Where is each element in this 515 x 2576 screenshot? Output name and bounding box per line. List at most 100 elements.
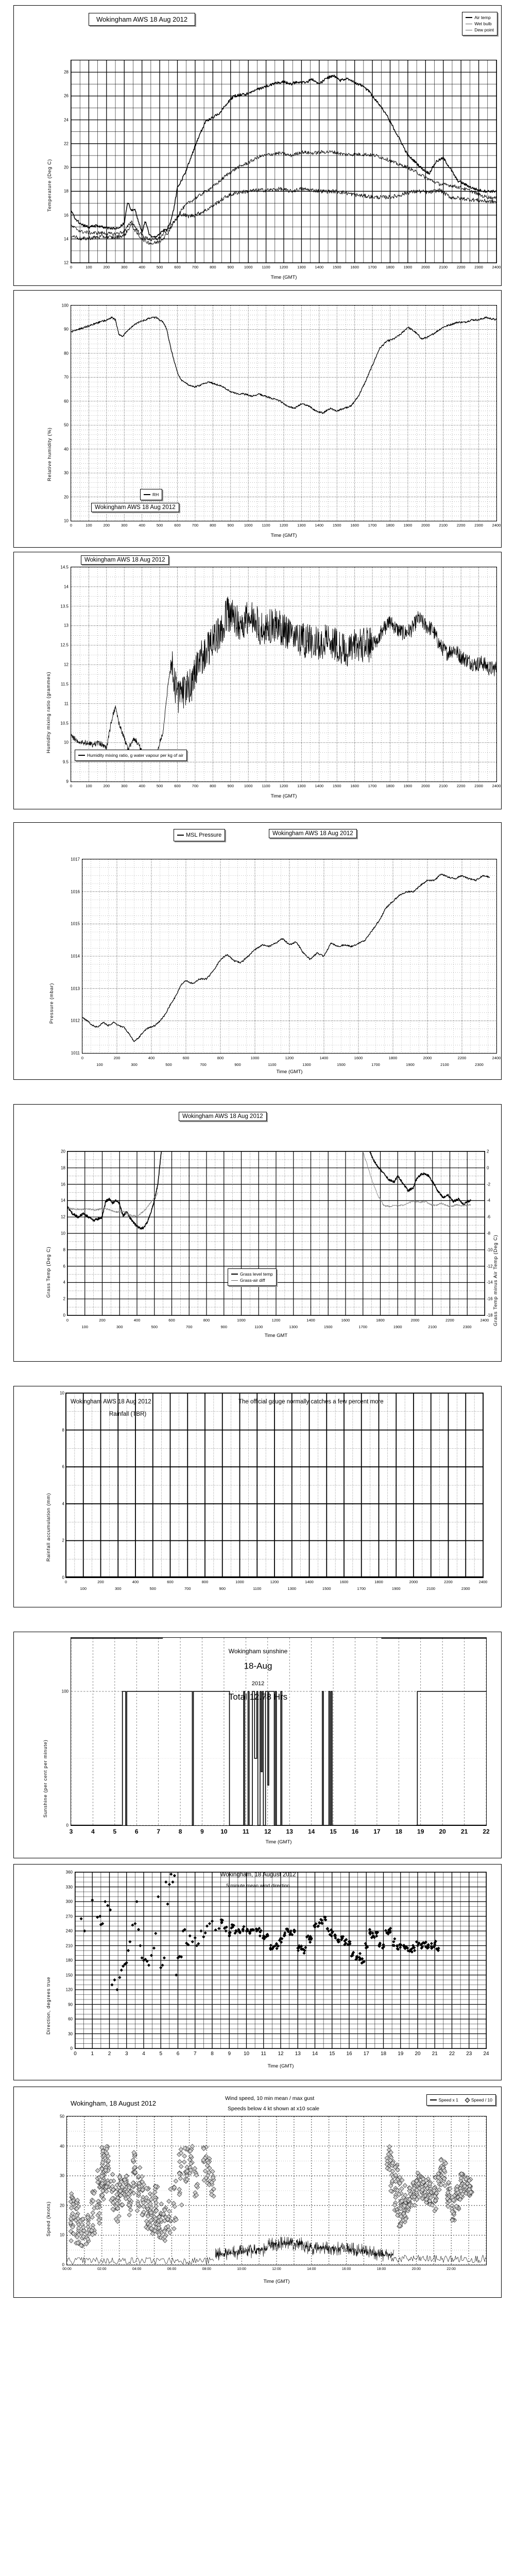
x-tick-label: 2400	[478, 1580, 488, 1584]
x-tick-label: 17	[373, 1828, 381, 1835]
x-tick-label: 0	[70, 523, 73, 528]
panel-sunshine-xlabel: Time (GMT)	[265, 1839, 292, 1845]
panel-wind-speed-legend: Speed x 1 Speed / 10	[426, 2094, 496, 2106]
x-tick-label: 200	[103, 523, 110, 528]
panel-pressure-plot	[82, 859, 497, 1054]
x-tick-label: 04:00	[132, 2267, 142, 2271]
x-tick-label: 2200	[444, 1580, 453, 1584]
x-tick-label: 1800	[386, 265, 394, 269]
panel-sunshine-ylabel: Sunshine (per cent per minute)	[43, 1739, 48, 1818]
x-tick-label: 1500	[322, 1586, 331, 1591]
panel-rh-xlabel: Time (GMT)	[270, 533, 297, 538]
y-tick-label: 12	[61, 1214, 65, 1219]
panel-humidity-mixing-ratio: Wokingham AWS 18 Aug 2012 Humidity mixin…	[13, 552, 502, 809]
x-tick-label: 1400	[315, 265, 324, 269]
panel-temperature-legend: Air temp Wet bulb Dew point	[462, 12, 497, 36]
x-tick-label: 400	[133, 1318, 141, 1323]
x-tick-label: 1900	[406, 1062, 415, 1067]
x-tick-label: 300	[131, 1062, 138, 1067]
diamond-swatch-icon	[465, 2097, 470, 2103]
panel-temperature-yaxis: 12 14 16 18 20 22 24 26 28	[55, 60, 68, 265]
x-tick-label: 900	[227, 784, 234, 788]
panel-wind-dir-xaxis: 0 1 2 3 4 5 6 7 8 9 10 11 12 13 14 15 16 17 18 19 20 21 22 23 24	[74, 2051, 489, 2061]
panel-temperature-plot	[71, 60, 497, 263]
x-tick-label: 2000	[410, 1318, 420, 1323]
x-tick-label: 200	[103, 784, 110, 788]
y-tick-label: 2	[63, 1296, 65, 1301]
panel-wind-speed-subtitle: Wind speed, 10 min mean / max gust	[225, 2095, 315, 2102]
x-tick-label: 500	[156, 523, 163, 528]
y-tick-label: 10	[60, 2232, 64, 2238]
panel-wind-speed-subtitle2: Speeds below 4 kt shown at x10 scale	[228, 2106, 320, 2112]
x-tick-label: 1900	[403, 265, 413, 269]
panel-wind-dir-subtitle: 5 minute mean wind direction	[226, 1883, 290, 1889]
panel-wind-speed-plot	[66, 2116, 487, 2265]
y-tick-label: 10	[64, 740, 68, 745]
legend-label: Wet bulb	[474, 21, 492, 26]
panel-rainfall-plot	[65, 1393, 484, 1578]
panel-rainfall: Wokingham AWS 18 Aug 2012 Rainfall (TBR)…	[13, 1386, 502, 1607]
y-tick-label: 9.5	[62, 759, 68, 765]
x-tick-label: 2300	[461, 1586, 470, 1591]
y-tick-label: 0	[62, 1575, 64, 1580]
x-tick-label: 1400	[315, 523, 324, 528]
x-tick-label: 700	[192, 784, 199, 788]
panel-sunshine-plot	[71, 1637, 487, 1826]
x-tick-label: 3	[125, 2051, 128, 2057]
panel-grass-xaxis: 0 200 400 600 800 1000 1200 1400 1600 1800 2000 220…	[66, 1318, 489, 1332]
x-tick-label: 300	[114, 1586, 122, 1591]
y-tick-label: 14.5	[60, 565, 68, 570]
panel-grass-yaxis: 0 2 4 6 8 10 12 14 16 18 20	[53, 1149, 65, 1318]
y-tick-label: 14	[64, 236, 68, 242]
y-tick-label: 60	[68, 2016, 73, 2022]
y-tick-label: 6	[63, 1264, 65, 1269]
y-tick-label-right: -4	[487, 1198, 491, 1203]
x-tick-label: 2100	[428, 1325, 437, 1329]
x-tick-label: 13	[295, 2051, 301, 2057]
x-tick-label: 16:00	[341, 2267, 351, 2271]
x-tick-label: 0	[74, 2051, 77, 2057]
legend-item-speed-div10: Speed / 10	[465, 2097, 492, 2103]
y-tick-label: 22	[64, 141, 68, 146]
x-tick-label: 1000	[244, 784, 253, 788]
panel-relative-humidity: RH Wokingham AWS 18 Aug 2012 Relative hu…	[13, 290, 502, 548]
x-tick-label: 9	[200, 1828, 204, 1835]
x-tick-label: 1500	[337, 1062, 346, 1067]
panel-wind-direction: Wokingham, 18 August 2012 5 minute mean …	[13, 1864, 502, 2080]
y-tick-label: 330	[65, 1885, 73, 1889]
x-tick-label: 1900	[403, 523, 413, 528]
y-tick-label: 30	[60, 2173, 64, 2178]
y-tick-label: 12.5	[60, 642, 68, 648]
panel-grass-title-box: Wokingham AWS 18 Aug 2012	[179, 1112, 267, 1121]
x-tick-label: 100	[80, 1586, 87, 1591]
panel-sunshine-title: Wokingham sunshine	[228, 1648, 288, 1655]
panel-sunshine-xaxis: 3 4 5 6 7 8 9 10 11 12 13 14 15 16 17 18 19 20 21 22	[70, 1828, 490, 1837]
y-tick-label: 12	[64, 662, 68, 667]
x-tick-label: 2100	[439, 784, 448, 788]
panel-rainfall-xaxis: 0 200 400 600 800 1000 1200 1400 1600 1800 2000 220…	[65, 1580, 487, 1594]
x-tick-label: 1500	[323, 1325, 333, 1329]
x-tick-label: 1200	[279, 523, 288, 528]
y-tick-label: 1012	[71, 1018, 80, 1023]
panel-temperature-xaxis: 0 100 200 300 400 500 600 700 800 900 1000 1100 1200…	[70, 265, 501, 272]
x-tick-label: 1000	[237, 1318, 246, 1323]
line-swatch-icon	[466, 17, 473, 18]
panel-rh-xaxis: 0 100 200 300 400 500 600 700 800 900 1000 1100 1200…	[70, 523, 501, 530]
y-tick-label: 360	[65, 1870, 73, 1875]
y-tick-label: 0	[66, 1823, 68, 1828]
x-tick-label: 2300	[474, 523, 483, 528]
x-tick-label: 100	[85, 523, 92, 528]
x-tick-label: 4	[91, 1828, 95, 1835]
x-tick-label: 1900	[393, 1325, 402, 1329]
x-tick-label: 900	[219, 1586, 226, 1591]
x-tick-label: 200	[99, 1318, 106, 1323]
x-tick-label: 1400	[305, 1580, 314, 1584]
x-tick-label: 800	[210, 784, 216, 788]
panel-hmr-xlabel: Time (GMT)	[270, 793, 297, 799]
x-tick-label: 300	[121, 523, 128, 528]
x-tick-label: 2000	[423, 1056, 432, 1060]
x-tick-label: 500	[156, 265, 163, 269]
x-tick-label: 15	[329, 2051, 335, 2057]
x-tick-label: 0	[70, 265, 73, 269]
y-tick-label: 4	[62, 1501, 64, 1506]
